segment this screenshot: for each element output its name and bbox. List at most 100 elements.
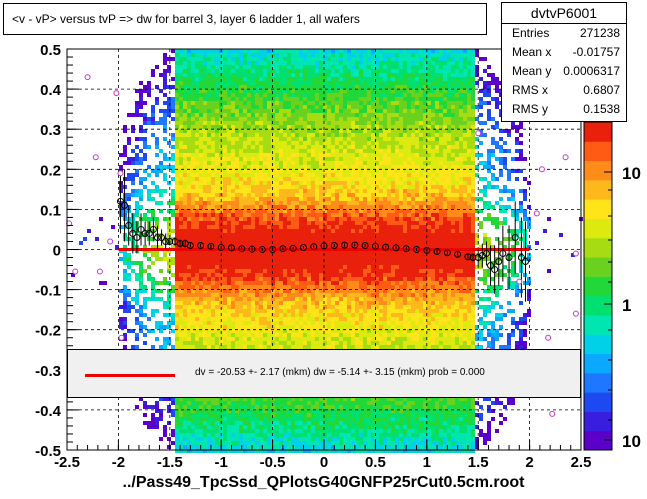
heatmap-cell <box>291 301 295 305</box>
heatmap-cell <box>243 309 247 313</box>
heatmap-cell <box>215 193 219 197</box>
heatmap-cell <box>235 133 239 137</box>
heatmap-cell <box>339 69 343 73</box>
heatmap-cell <box>227 65 231 69</box>
heatmap-cell <box>299 73 303 77</box>
heatmap-cell <box>183 325 187 329</box>
heatmap-cell <box>279 441 283 445</box>
heatmap-cell <box>219 153 223 157</box>
heatmap-cell <box>255 121 259 125</box>
heatmap-cell <box>267 157 271 161</box>
heatmap-cell <box>215 257 219 261</box>
heatmap-cell <box>307 109 311 113</box>
heatmap-cell <box>195 217 199 221</box>
heatmap-cell <box>87 229 91 233</box>
heatmap-cell <box>295 261 299 265</box>
heatmap-cell <box>331 185 335 189</box>
heatmap-cell <box>303 157 307 161</box>
heatmap-cell <box>139 149 143 153</box>
heatmap-cell <box>155 281 159 285</box>
heatmap-cell <box>211 113 215 117</box>
heatmap-cell <box>203 49 207 53</box>
heatmap-cell <box>311 245 315 249</box>
heatmap-cell <box>259 101 263 105</box>
heatmap-cell <box>139 181 143 185</box>
heatmap-cell <box>247 449 251 453</box>
heatmap-cell <box>131 113 135 117</box>
heatmap-cell <box>187 425 191 429</box>
heatmap-cell <box>207 193 211 197</box>
heatmap-cell <box>347 125 351 129</box>
heatmap-cell <box>311 237 315 241</box>
heatmap-cell <box>263 409 267 413</box>
heatmap-cell <box>343 293 347 297</box>
heatmap-cell <box>255 233 259 237</box>
heatmap-cell <box>203 149 207 153</box>
heatmap-cell <box>175 117 179 121</box>
heatmap-cell <box>203 217 207 221</box>
heatmap-cell <box>155 185 159 189</box>
heatmap-cell <box>215 169 219 173</box>
heatmap-cell <box>315 241 319 245</box>
heatmap-cell <box>347 161 351 165</box>
heatmap-cell <box>175 129 179 133</box>
heatmap-cell <box>263 321 267 325</box>
heatmap-cell <box>251 49 255 53</box>
heatmap-cell <box>183 185 187 189</box>
heatmap-cell <box>207 429 211 433</box>
heatmap-cell <box>159 257 163 261</box>
heatmap-cell <box>227 413 231 417</box>
heatmap-cell <box>339 81 343 85</box>
heatmap-cell <box>327 245 331 249</box>
heatmap-cell <box>207 189 211 193</box>
heatmap-cell <box>239 261 243 265</box>
heatmap-cell <box>179 425 183 429</box>
heatmap-cell <box>295 177 299 181</box>
heatmap-cell <box>295 409 299 413</box>
heatmap-cell <box>139 93 143 97</box>
heatmap-cell <box>247 221 251 225</box>
heatmap-cell <box>275 209 279 213</box>
heatmap-cell <box>315 49 319 53</box>
heatmap-cell <box>335 129 339 133</box>
heatmap-cell <box>195 165 199 169</box>
heatmap-cell <box>279 109 283 113</box>
heatmap-cell <box>175 285 179 289</box>
heatmap-cell <box>279 237 283 241</box>
heatmap-cell <box>175 297 179 301</box>
heatmap-cell <box>315 281 319 285</box>
heatmap-cell <box>199 205 203 209</box>
heatmap-cell <box>283 281 287 285</box>
heatmap-cell <box>347 253 351 257</box>
heatmap-cell <box>199 49 203 53</box>
heatmap-cell <box>291 109 295 113</box>
heatmap-cell <box>279 405 283 409</box>
heatmap-cell <box>223 313 227 317</box>
heatmap-cell <box>307 201 311 205</box>
heatmap-cell <box>119 321 123 325</box>
heatmap-cell <box>291 285 295 289</box>
heatmap-cell <box>199 173 203 177</box>
heatmap-cell <box>179 89 183 93</box>
heatmap-cell <box>231 129 235 133</box>
heatmap-cell <box>291 85 295 89</box>
heatmap-cell <box>187 325 191 329</box>
heatmap-cell <box>331 137 335 141</box>
heatmap-cell <box>291 61 295 65</box>
heatmap-cell <box>199 145 203 149</box>
heatmap-cell <box>211 205 215 209</box>
heatmap-cell <box>131 129 135 133</box>
heatmap-cell <box>227 441 231 445</box>
heatmap-cell <box>235 201 239 205</box>
heatmap-cell <box>175 213 179 217</box>
heatmap-cell <box>207 241 211 245</box>
heatmap-cell <box>139 89 143 93</box>
heatmap-cell <box>279 305 283 309</box>
heatmap-cell <box>339 281 343 285</box>
heatmap-cell <box>335 341 339 345</box>
heatmap-cell <box>275 109 279 113</box>
heatmap-cell <box>235 77 239 81</box>
heatmap-cell <box>267 429 271 433</box>
heatmap-cell <box>179 437 183 441</box>
heatmap-cell <box>199 153 203 157</box>
